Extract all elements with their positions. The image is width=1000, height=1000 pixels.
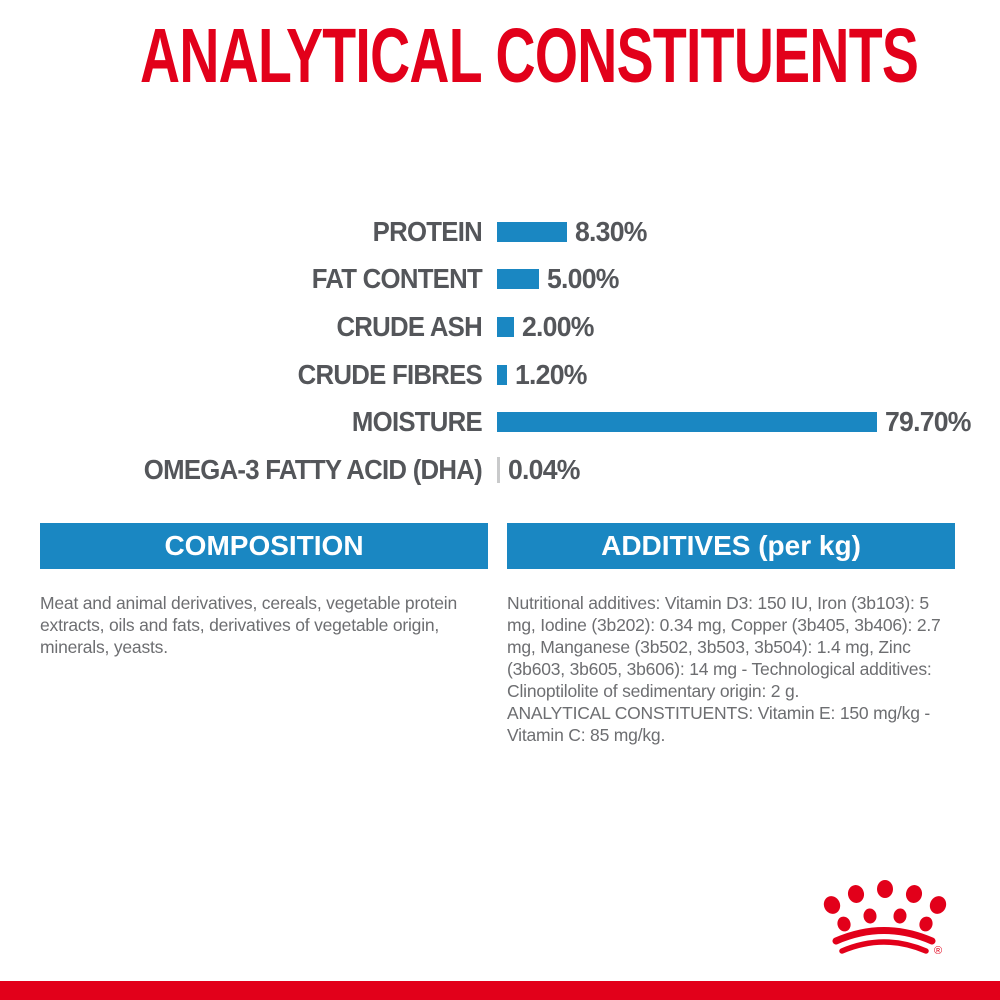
chart-row-label: OMEGA-3 FATTY ACID (DHA) (143, 453, 483, 485)
composition-body: Meat and animal derivatives, cereals, ve… (40, 592, 488, 658)
chart-bar-wrap: 5.00% (497, 263, 623, 295)
chart-bar-wrap: 8.30% (497, 216, 651, 248)
chart-bar (497, 316, 514, 337)
chart-row-label: PROTEIN (372, 215, 483, 247)
additives-body: Nutritional additives: Vitamin D3: 150 I… (507, 592, 955, 746)
chart-value-label: 2.00% (521, 310, 594, 342)
chart-row: CRUDE ASH 2.00% (0, 303, 1000, 351)
composition-section: COMPOSITION Meat and animal derivatives,… (40, 523, 488, 658)
chart-row-label: CRUDE ASH (336, 310, 482, 342)
chart-row: PROTEIN 8.30% (0, 208, 1000, 256)
chart-row: FAT CONTENT 5.00% (0, 256, 1000, 304)
chart-bar-wrap: 0.04% (497, 454, 583, 486)
chart-bar (497, 456, 500, 483)
chart-value-label: 8.30% (575, 215, 647, 247)
chart-value-label: 5.00% (547, 263, 619, 295)
chart-row-label: FAT CONTENT (311, 263, 483, 295)
chart-bar (497, 412, 877, 433)
composition-header: COMPOSITION (40, 523, 488, 569)
chart-row: CRUDE FIBRES 1.20% (0, 351, 1000, 399)
chart-bar (497, 364, 508, 385)
page-title: ANALYTICAL CONSTITUENTS (140, 13, 919, 99)
chart-row-label: CRUDE FIBRES (297, 358, 483, 390)
additives-text-line: ANALYTICAL CONSTITUENTS: Vitamin E: 150 … (507, 703, 931, 745)
chart-value-label: 1.20% (515, 358, 587, 390)
chart-row: OMEGA-3 FATTY ACID (DHA) 0.04% (0, 446, 1000, 494)
chart-bar-wrap: 1.20% (497, 359, 591, 391)
chart-row-label: MOISTURE (351, 406, 483, 438)
additives-text-line: Nutritional additives: Vitamin D3: 150 I… (507, 593, 941, 701)
crown-band-arc (832, 927, 936, 945)
footer-red-bar (0, 981, 1000, 1000)
additives-header: ADDITIVES (per kg) (507, 523, 955, 569)
royal-canin-crown-logo: ® (823, 880, 947, 957)
chart-row: MOISTURE 79.70% (0, 398, 1000, 446)
constituents-chart: PROTEIN 8.30% FAT CONTENT 5.00% CRUDE ASH 2.0… (0, 208, 1000, 494)
registered-trademark: ® (934, 945, 942, 957)
chart-bar-wrap: 2.00% (497, 311, 597, 343)
chart-value-label: 79.70% (885, 406, 971, 438)
chart-value-label: 0.04% (507, 453, 580, 485)
chart-bar-wrap: 79.70% (497, 406, 975, 438)
chart-bar (497, 269, 540, 290)
additives-section: ADDITIVES (per kg) Nutritional additives… (507, 523, 955, 746)
chart-bar (497, 221, 568, 242)
composition-text: Meat and animal derivatives, cereals, ve… (40, 593, 458, 657)
crown-band-arc (839, 939, 929, 954)
